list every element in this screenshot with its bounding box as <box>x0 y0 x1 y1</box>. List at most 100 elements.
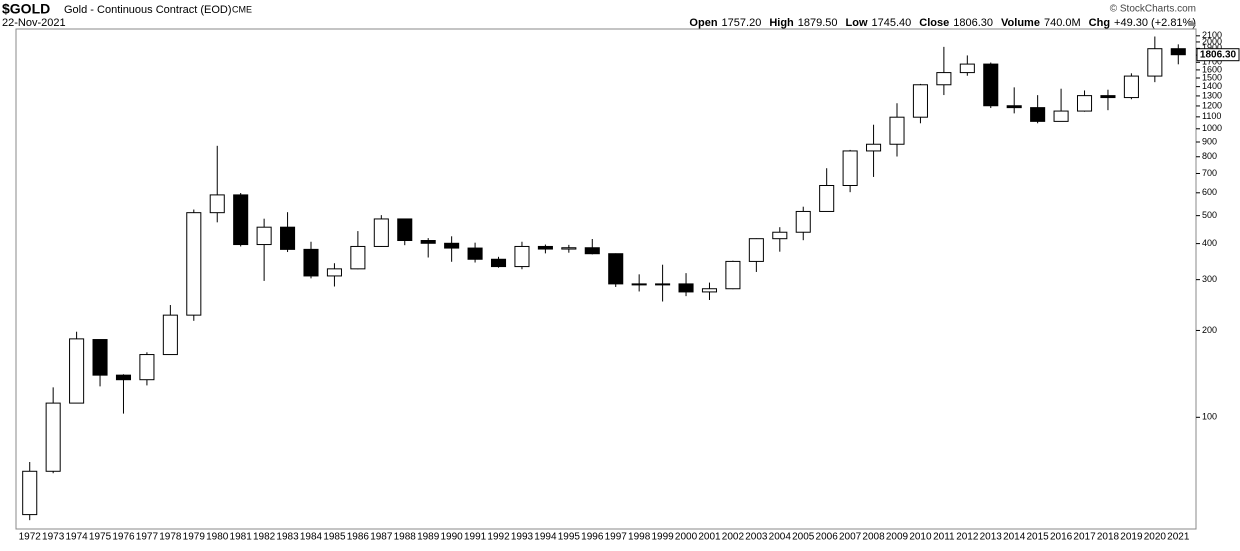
x-tick-label: 1997 <box>605 532 628 543</box>
x-tick-label: 2012 <box>956 532 979 543</box>
candle-body <box>725 260 741 290</box>
x-tick-label: 2016 <box>1050 532 1073 543</box>
quote-value: 740.0M <box>1044 17 1081 29</box>
date: 22-Nov-2021 <box>2 17 66 29</box>
x-tick-label: 1973 <box>42 532 65 543</box>
x-tick-label: 1996 <box>581 532 604 543</box>
x-tick-label: 1974 <box>65 532 88 543</box>
x-tick-label: 2009 <box>886 532 909 543</box>
x-tick-label: 2006 <box>816 532 839 543</box>
candle-body <box>912 84 928 118</box>
x-tick-label: 1991 <box>464 532 487 543</box>
candle-body <box>162 314 178 356</box>
candle-body <box>1076 95 1093 112</box>
x-tick-label: 2001 <box>698 532 721 543</box>
x-tick-label: 1992 <box>487 532 510 543</box>
candle-body <box>514 245 530 268</box>
x-tick-label: 2008 <box>862 532 885 543</box>
candle-body <box>467 247 483 260</box>
candle-body <box>1030 107 1046 122</box>
quote-value: 1745.40 <box>872 17 912 29</box>
candle-body <box>1006 105 1022 109</box>
candle-body <box>866 143 882 152</box>
x-tick-label: 2011 <box>933 532 955 543</box>
x-tick-label: 2021 <box>1167 532 1190 543</box>
x-tick-label: 2014 <box>1003 532 1026 543</box>
candle-body <box>326 268 342 277</box>
quote-value: +49.30 (+2.81%) <box>1114 17 1196 29</box>
quote-value: 1806.30 <box>953 17 993 29</box>
candle-body <box>373 218 389 247</box>
candle-body <box>397 218 413 242</box>
x-tick-label: 1999 <box>651 532 674 543</box>
y-tick-label: 500 <box>1202 210 1217 220</box>
x-tick-label: 2013 <box>980 532 1003 543</box>
x-tick-label: 1980 <box>206 532 229 543</box>
x-tick-label: 1995 <box>558 532 581 543</box>
x-tick-label: 1972 <box>19 532 42 543</box>
y-tick-label: 200 <box>1202 325 1217 335</box>
candle-body <box>655 283 671 286</box>
candle-body <box>420 240 436 244</box>
candle-body <box>959 63 975 74</box>
candle-body <box>701 288 718 293</box>
x-tick-label: 1989 <box>417 532 440 543</box>
y-tick-label: 1300 <box>1202 90 1222 100</box>
x-tick-label: 1994 <box>534 532 557 543</box>
x-tick-label: 1983 <box>276 532 299 543</box>
candle-body <box>139 354 155 381</box>
candle-body <box>350 245 366 270</box>
candle-body <box>1053 110 1069 122</box>
x-tick-label: 2007 <box>839 532 862 543</box>
candle-body <box>1147 48 1163 77</box>
candle-body <box>92 339 108 376</box>
x-tick-label: 1979 <box>183 532 206 543</box>
candle-body <box>748 238 764 262</box>
x-tick-label: 1977 <box>136 532 159 543</box>
last-price-box <box>1196 48 1240 62</box>
candle-body <box>1170 48 1186 56</box>
y-tick-label: 1700 <box>1202 57 1222 67</box>
candle-body <box>772 231 788 240</box>
y-tick-label: 100 <box>1202 412 1217 422</box>
quote-bar: +49.30 (+2.81%) Chg 740.0M Volume 1806.30 Clo… <box>689 17 1196 29</box>
y-tick-label: 2100 <box>1202 30 1222 40</box>
x-tick-label: 2015 <box>1027 532 1050 543</box>
x-tick-label: 1987 <box>370 532 393 543</box>
y-tick-label: 1100 <box>1202 111 1221 121</box>
quote-value: 1879.50 <box>798 17 838 29</box>
quote-label: Volume <box>1001 17 1040 29</box>
x-tick-label: 1998 <box>628 532 651 543</box>
candle-body <box>490 258 507 268</box>
candle-body <box>631 283 647 286</box>
candle-body <box>561 247 577 250</box>
candle-body <box>889 116 905 145</box>
x-tick-label: 1976 <box>112 532 135 543</box>
candle-body <box>1100 95 1116 99</box>
candle-body <box>444 242 460 249</box>
x-tick-label: 1993 <box>511 532 534 543</box>
quote-label: High <box>769 17 794 29</box>
x-tick-label: 2004 <box>769 532 792 543</box>
y-tick-label: 1600 <box>1202 64 1222 74</box>
x-tick-label: 1985 <box>323 532 346 543</box>
quote-label: Close <box>919 17 949 29</box>
candle-body <box>22 470 38 516</box>
y-tick-label: 900 <box>1202 136 1217 146</box>
candle-body <box>936 72 952 86</box>
quote-label: Low <box>846 17 868 29</box>
x-tick-label: 2005 <box>792 532 815 543</box>
candle-body <box>186 212 202 316</box>
candle-body <box>303 248 319 277</box>
y-tick-label: 800 <box>1202 151 1217 161</box>
candle-body <box>69 338 85 404</box>
candle-body <box>45 402 61 472</box>
candle-body <box>1123 75 1139 99</box>
exchange: CME <box>232 4 252 14</box>
x-tick-label: 1981 <box>230 532 253 543</box>
x-tick-label: 1975 <box>89 532 112 543</box>
x-tick-label: 2018 <box>1097 532 1120 543</box>
x-tick-label: 1978 <box>159 532 182 543</box>
y-tick-label: 1000 <box>1202 123 1222 133</box>
candle-body <box>678 283 694 293</box>
